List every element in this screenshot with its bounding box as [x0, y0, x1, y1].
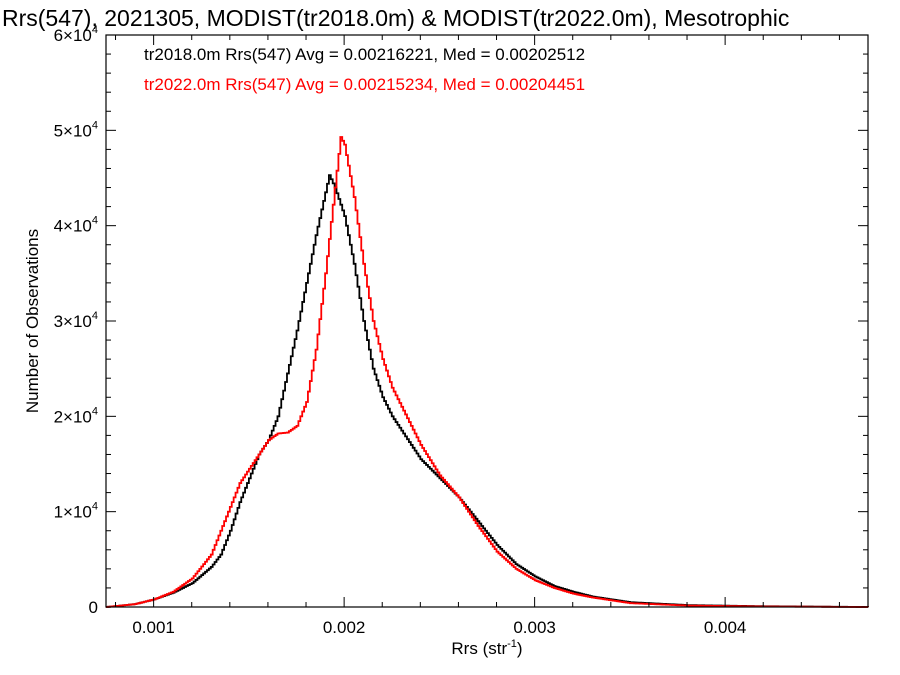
x-tick-label: 0.004 — [704, 618, 747, 637]
y-tick-label: 6×104 — [54, 24, 98, 45]
y-tick-label: 0 — [89, 598, 98, 617]
plot-area: 0.001 0.002 0.003 0.004 0 1×104 2×104 3×104 4×1… — [54, 24, 869, 637]
y-axis-label: Number of Observations — [23, 229, 42, 413]
y-tick-label: 5×104 — [54, 119, 98, 140]
x-tick-label: 0.003 — [513, 618, 556, 637]
x-tick-label: 0.002 — [323, 618, 366, 637]
series-line-tr2018 — [106, 174, 869, 608]
chart-title: Rrs(547), 2021305, MODIST(tr2018.0m) & M… — [2, 5, 789, 31]
legend: tr2018.0m Rrs(547) Avg = 0.00216221, Med… — [144, 45, 585, 94]
x-tick-label: 0.001 — [132, 618, 175, 637]
plot-frame — [105, 34, 869, 608]
x-axis-label: Rrs (str-1) — [451, 638, 522, 658]
legend-entry-tr2018: tr2018.0m Rrs(547) Avg = 0.00216221, Med… — [144, 45, 585, 64]
series-line-tr2022 — [106, 136, 869, 608]
legend-entry-tr2022: tr2022.0m Rrs(547) Avg = 0.00215234, Med… — [144, 75, 585, 94]
y-tick-label: 1×104 — [54, 501, 98, 522]
y-tick-label: 4×104 — [54, 215, 98, 236]
y-tick-label: 3×104 — [54, 310, 98, 331]
y-tick-label: 2×104 — [54, 405, 98, 426]
